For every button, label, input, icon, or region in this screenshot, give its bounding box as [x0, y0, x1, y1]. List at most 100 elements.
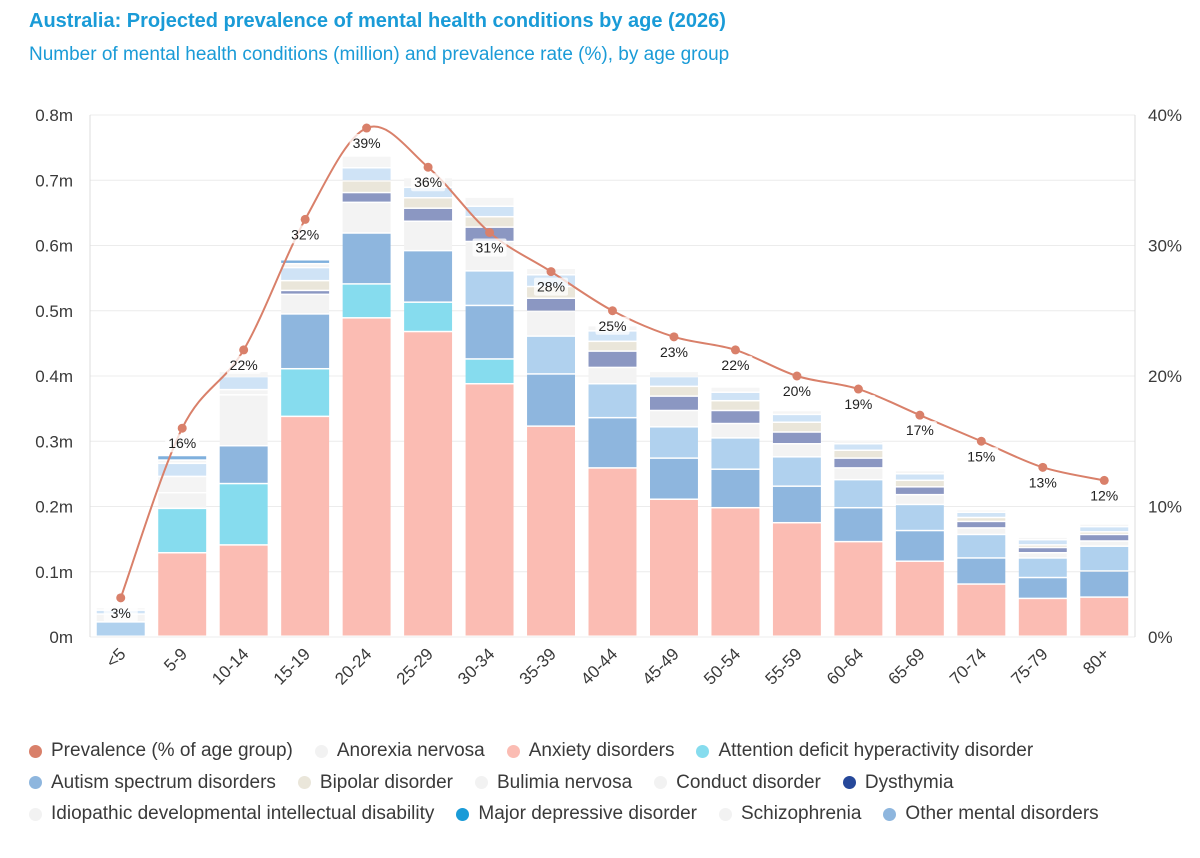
prevalence-data-label: 17%: [906, 422, 934, 438]
bar-segment: [404, 208, 453, 221]
y2-tick-label: 40%: [1148, 106, 1182, 125]
bar-segment: [711, 387, 760, 392]
legend-swatch: [506, 744, 520, 758]
prevalence-point: [792, 371, 802, 381]
legend-swatch: [842, 776, 856, 789]
bar-segment: [957, 510, 1006, 512]
prevalence-point: [423, 162, 433, 172]
x-tick-label: 45-49: [639, 644, 683, 688]
bar-segment: [834, 444, 883, 450]
bar-segment: [895, 531, 944, 561]
bar-segment: [895, 474, 944, 480]
bar-segment: [527, 374, 576, 426]
bar-segment: [404, 222, 453, 250]
bar-segment: [404, 302, 453, 331]
bar-segment: [834, 451, 883, 458]
bar-segment: [772, 457, 821, 486]
chart-subtitle: Number of mental health conditions (mill…: [29, 44, 730, 65]
x-tick-label: 60-64: [823, 644, 867, 688]
prevalence-data-label: 22%: [721, 357, 749, 373]
stacked-bar-chart: 0m 0.1m 0.2m 0.3m 0.4m 0.5m 0.6m 0.7m 0.8m 0% 10% 2…: [35, 106, 1182, 689]
bar-segment: [834, 542, 883, 636]
bar-segment: [342, 284, 391, 318]
prevalence-point: [730, 345, 740, 355]
data-label-bg: [411, 173, 446, 192]
bar-segment: [158, 477, 207, 492]
y-tick-label: 0.3m: [35, 432, 73, 451]
bar-segment: [772, 523, 821, 636]
bar-segment: [895, 487, 944, 494]
legend-item: Other mental disorders: [883, 799, 1099, 829]
bar-segment: [465, 217, 514, 227]
bar-segment: [527, 299, 576, 311]
bar-segment: [711, 469, 760, 507]
bar-segment: [281, 291, 330, 294]
bar-segment: [1080, 541, 1129, 546]
bar-segment: [772, 415, 821, 422]
prevalence-point: [239, 345, 249, 355]
bar-segment: [281, 260, 330, 263]
legend-label: Attention deficit hyperactivity disorder: [718, 740, 1034, 761]
bar-segment: [834, 468, 883, 479]
y-tick-label: 0.4m: [35, 367, 73, 386]
bar-segment: [281, 281, 330, 290]
bar-segment: [1018, 553, 1067, 558]
bar-segment: [342, 233, 391, 284]
legend-swatch: [297, 776, 311, 789]
bar-segment: [158, 493, 207, 508]
x-tick-label: 10-14: [208, 644, 252, 688]
bar-segment: [895, 481, 944, 487]
legend-label: Bulimia nervosa: [496, 771, 633, 793]
bar-segment: [957, 522, 1006, 528]
bar-segment: [342, 156, 391, 168]
bar-segment: [158, 464, 207, 476]
prevalence-point: [362, 123, 372, 133]
data-label-bg: [349, 134, 384, 153]
prevalence-data-label: 22%: [230, 357, 258, 373]
bar-segment: [895, 505, 944, 530]
legend-item: Attention deficit hyperactivity disorder: [696, 736, 1033, 766]
bar-segment: [588, 418, 637, 468]
legend-item: Anxiety disorders: [506, 736, 674, 766]
data-label-bg: [902, 421, 937, 440]
chart-title: Australia: Projected prevalence of menta…: [29, 10, 726, 32]
bar-segment: [834, 440, 883, 444]
bar-segment: [957, 584, 1006, 636]
x-tick-label: 70-74: [946, 644, 990, 688]
x-tick-label: 50-54: [700, 644, 744, 688]
legend-item: Anorexia nervosa: [314, 736, 485, 766]
bar-segment: [1018, 548, 1067, 552]
bar-segment: [649, 427, 698, 458]
bar-segment: [219, 395, 268, 445]
bar-segment: [1080, 597, 1129, 636]
bar-segment: [649, 387, 698, 396]
bar-segment: [834, 458, 883, 468]
y-tick-label: 0.7m: [35, 171, 73, 190]
prevalence-data-label: 20%: [783, 383, 811, 399]
legend-swatch: [314, 744, 328, 758]
bar-segment: [404, 251, 453, 302]
bar-segment: [1080, 527, 1129, 532]
x-tick-label: 55-59: [762, 644, 806, 688]
x-tick-label: 75-79: [1007, 644, 1051, 688]
y2-tick-label: 10%: [1148, 498, 1182, 517]
bar-segment: [342, 168, 391, 181]
legend-swatch: [474, 776, 488, 789]
bar-segment: [342, 318, 391, 636]
y-tick-label: 0m: [49, 628, 73, 647]
prevalence-point: [608, 306, 617, 316]
bar-segment: [219, 372, 268, 376]
bar-segment: [1018, 540, 1067, 545]
bar-segment: [895, 495, 944, 504]
bar-segment: [711, 424, 760, 438]
bar-segment: [527, 336, 576, 374]
x-tick-label: 25-29: [393, 644, 437, 688]
bar-segment: [711, 411, 760, 423]
bar-segment: [649, 411, 698, 427]
legend-item: Bulimia nervosa: [474, 768, 633, 798]
bar-segment: [1080, 571, 1129, 597]
x-tick-label: 5-9: [160, 644, 191, 675]
legend-swatch: [29, 744, 42, 758]
data-label-bg: [718, 355, 753, 374]
bar-segment: [465, 359, 514, 383]
